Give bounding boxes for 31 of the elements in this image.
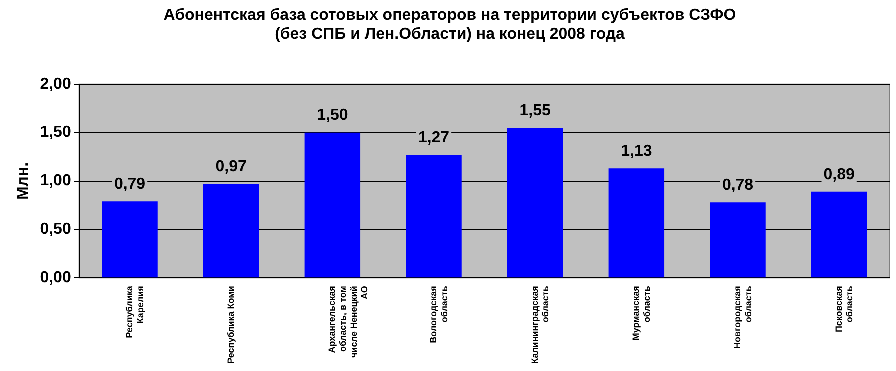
x-tick-label: Мурманская область <box>631 286 652 341</box>
y-tick-label: 0,00 <box>40 270 72 287</box>
bar <box>102 202 158 278</box>
y-axis-title: Млн. <box>15 162 32 200</box>
bar <box>608 168 665 278</box>
data-label: 1,50 <box>317 107 348 124</box>
data-label: 0,78 <box>722 176 754 194</box>
y-tick-label: 2,00 <box>40 76 72 93</box>
bar <box>507 128 564 278</box>
chart-title: Абонентская база сотовых операторов на территории субъектов СЗФО (без СПБ и Лен.Области) на конец 2008 года <box>164 7 736 44</box>
data-label: 0,89 <box>824 166 856 184</box>
x-tick-label: Республика Коми <box>226 286 236 364</box>
data-label: 0,79 <box>114 176 146 194</box>
y-tick-label: 1,00 <box>40 172 72 190</box>
x-tick-label: Вологодская область <box>428 286 450 344</box>
x-tick-label: Калининградская область <box>530 286 551 364</box>
bar <box>203 184 260 278</box>
data-label: 1,27 <box>418 130 450 147</box>
bar <box>406 155 462 278</box>
data-label: 1,55 <box>520 102 552 120</box>
x-tick-label: Республика Карелия <box>124 285 146 338</box>
bar <box>710 202 766 278</box>
x-tick-label: Архангельская область, в том числе Ненецкий АО <box>327 286 370 358</box>
y-tick-label: 1,50 <box>40 124 72 142</box>
x-tick-label: Новгородская область <box>732 286 754 350</box>
x-tick-label: Псковская область <box>834 286 855 333</box>
bar <box>304 132 361 278</box>
data-label: 1,13 <box>621 143 652 160</box>
bar <box>811 192 868 278</box>
y-tick-label: 0,50 <box>40 221 72 238</box>
data-label: 0,97 <box>216 158 248 176</box>
